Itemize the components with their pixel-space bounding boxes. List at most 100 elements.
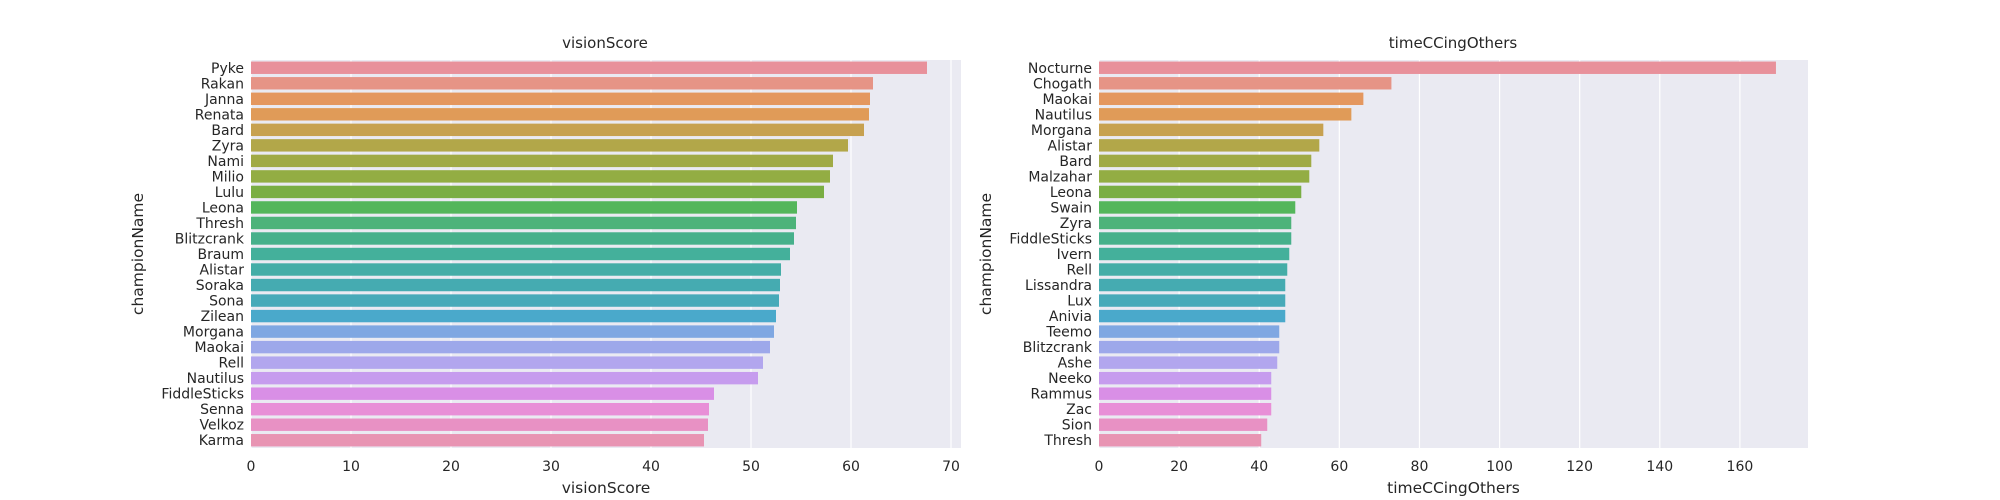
chart-1-xtick-label: 70 bbox=[942, 459, 960, 475]
chart-2-bar-alistar bbox=[1099, 139, 1320, 152]
chart-1-bar-sona bbox=[251, 294, 779, 307]
chart-1-ytick-label: Milio bbox=[212, 169, 244, 185]
chart-2-ytick-label: Neeko bbox=[1048, 371, 1092, 387]
chart-2-ytick-label: Chogath bbox=[1033, 76, 1092, 92]
chart-2-ytick-label: Sion bbox=[1062, 418, 1092, 434]
chart-1-bar-nami bbox=[251, 154, 833, 168]
chart-2-bar-lux bbox=[1099, 294, 1286, 307]
chart-2-bar-rell bbox=[1099, 263, 1288, 276]
chart-1-bar-soraka bbox=[251, 278, 780, 292]
chart-1-ytick-label: Alistar bbox=[200, 263, 245, 279]
chart-2-ytick-label: Rammus bbox=[1031, 387, 1092, 403]
chart-2-ytick-label: Blitzcrank bbox=[1023, 340, 1093, 356]
chart-2-ytick-label: Teemo bbox=[1045, 325, 1092, 341]
chart-1-xtick-label: 50 bbox=[742, 459, 760, 475]
chart-2-ytick-label: Thresh bbox=[1043, 433, 1092, 449]
chart-1-ytick-label: Rell bbox=[219, 356, 245, 372]
chart-2-title: timeCCingOthers bbox=[1389, 34, 1518, 52]
chart-1-ytick-label: Nami bbox=[207, 154, 244, 170]
chart-2-bar-morgana bbox=[1099, 123, 1324, 137]
chart-1-xtick-label: 40 bbox=[642, 459, 660, 475]
chart-2-bar-maokai bbox=[1099, 92, 1364, 106]
chart-2: NocturneChogathMaokaiNautilusMorganaAlis… bbox=[977, 34, 1808, 497]
chart-2-ytick-label: Nocturne bbox=[1028, 61, 1092, 77]
chart-1-ytick-label: Zyra bbox=[212, 138, 244, 154]
chart-1-bar-karma bbox=[251, 434, 704, 447]
chart-1-bar-renata bbox=[251, 108, 869, 121]
chart-1-bar-fiddlesticks bbox=[251, 387, 714, 400]
chart-1-ytick-label: Leona bbox=[202, 200, 244, 216]
chart-1-ytick-label: Braum bbox=[198, 247, 244, 263]
chart-1-ytick-label: Maokai bbox=[194, 340, 244, 356]
chart-1-ylabel: championName bbox=[129, 193, 147, 315]
chart-1-bar-zilean bbox=[251, 309, 776, 323]
chart-2-xtick-label: 60 bbox=[1330, 459, 1348, 475]
chart-2-ytick-label: Bard bbox=[1059, 154, 1092, 170]
chart-1-bar-lulu bbox=[251, 185, 824, 199]
chart-2-bar-fiddlesticks bbox=[1099, 232, 1292, 245]
chart-1-ytick-label: FiddleSticks bbox=[161, 387, 244, 403]
chart-1-ytick-label: Sona bbox=[209, 294, 244, 310]
chart-1-ytick-label: Rakan bbox=[201, 76, 244, 92]
chart-1-ytick-label: Renata bbox=[195, 107, 244, 123]
chart-2-ytick-label: Swain bbox=[1050, 200, 1092, 216]
chart-2-bar-lissandra bbox=[1099, 278, 1286, 292]
chart-2-ytick-label: Rell bbox=[1067, 263, 1093, 279]
chart-2-ytick-label: Lissandra bbox=[1025, 278, 1092, 294]
chart-1-bar-leona bbox=[251, 201, 797, 214]
chart-2-bar-leona bbox=[1099, 185, 1302, 199]
chart-1-bar-pyke bbox=[251, 61, 927, 74]
chart-2-xtick-label: 80 bbox=[1411, 459, 1429, 475]
chart-2-bar-anivia bbox=[1099, 309, 1286, 323]
chart-1-bar-senna bbox=[251, 402, 709, 416]
chart-1-ytick-label: Senna bbox=[200, 402, 244, 418]
chart-1-xtick-label: 10 bbox=[342, 459, 360, 475]
chart-2-bar-rammus bbox=[1099, 387, 1272, 400]
chart-2-bar-blitzcrank bbox=[1099, 340, 1280, 354]
chart-1-bar-maokai bbox=[251, 340, 770, 354]
chart-2-ytick-label: Leona bbox=[1050, 185, 1092, 201]
chart-1-ytick-label: Karma bbox=[199, 433, 244, 449]
chart-1-bar-zyra bbox=[251, 139, 848, 152]
chart-2-ytick-label: Morgana bbox=[1031, 123, 1092, 139]
chart-2-xtick-label: 40 bbox=[1250, 459, 1268, 475]
chart-2-ytick-label: Ashe bbox=[1058, 356, 1092, 372]
chart-2-ytick-label: Maokai bbox=[1042, 92, 1092, 108]
chart-2-ytick-label: Malzahar bbox=[1028, 169, 1092, 185]
chart-2-bar-malzahar bbox=[1099, 170, 1310, 183]
chart-2-xtick-label: 100 bbox=[1486, 459, 1513, 475]
chart-1-bar-bard bbox=[251, 123, 864, 137]
chart-1-xtick-label: 0 bbox=[247, 459, 256, 475]
chart-2-xlabel: timeCCingOthers bbox=[1387, 479, 1520, 497]
chart-1-xtick-label: 30 bbox=[542, 459, 560, 475]
chart-2-bar-chogath bbox=[1099, 77, 1392, 90]
chart-1-ytick-label: Morgana bbox=[183, 325, 244, 341]
chart-1-bar-rell bbox=[251, 356, 763, 369]
chart-1-bar-braum bbox=[251, 247, 790, 261]
chart-2-bar-zyra bbox=[1099, 216, 1292, 230]
chart-1-bar-milio bbox=[251, 170, 830, 183]
chart-2-ytick-label: Lux bbox=[1067, 294, 1092, 310]
chart-1-ytick-label: Soraka bbox=[196, 278, 244, 294]
chart-2-bar-teemo bbox=[1099, 325, 1280, 338]
chart-1-bar-blitzcrank bbox=[251, 232, 794, 245]
chart-1-xtick-label: 20 bbox=[442, 459, 460, 475]
chart-2-xtick-label: 0 bbox=[1095, 459, 1104, 475]
chart-1-ytick-label: Bard bbox=[211, 123, 244, 139]
chart-2-ytick-label: Ivern bbox=[1057, 247, 1092, 263]
chart-2-bar-nautilus bbox=[1099, 108, 1352, 121]
chart-1: PykeRakanJannaRenataBardZyraNamiMilioLul… bbox=[129, 34, 961, 497]
chart-1-bar-morgana bbox=[251, 325, 774, 338]
chart-1-bar-thresh bbox=[251, 216, 796, 230]
chart-2-xtick-label: 160 bbox=[1727, 459, 1754, 475]
chart-2-bar-neeko bbox=[1099, 371, 1272, 385]
chart-2-bar-bard bbox=[1099, 154, 1312, 168]
chart-2-ytick-label: Zyra bbox=[1060, 216, 1092, 232]
chart-1-bar-alistar bbox=[251, 263, 781, 276]
chart-1-ytick-label: Lulu bbox=[215, 185, 244, 201]
chart-2-xtick-label: 120 bbox=[1566, 459, 1593, 475]
chart-2-bar-ivern bbox=[1099, 247, 1290, 261]
chart-2-xtick-label: 20 bbox=[1170, 459, 1188, 475]
chart-1-xlabel: visionScore bbox=[562, 479, 651, 497]
